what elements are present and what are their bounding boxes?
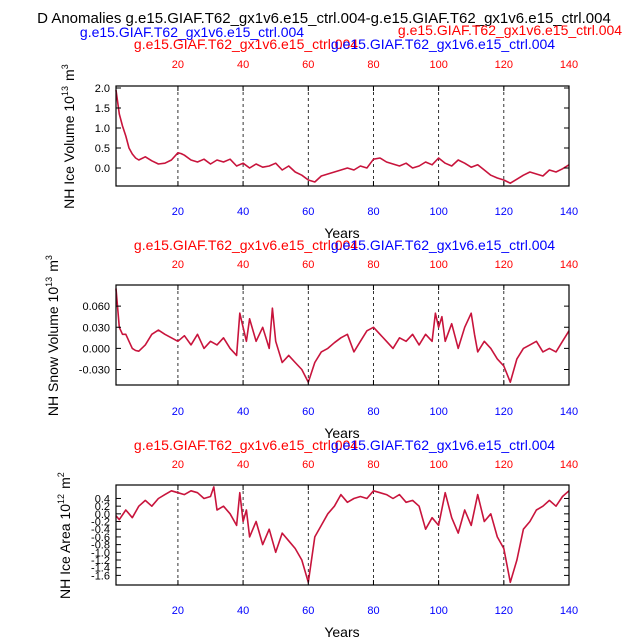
x-tick-label-bottom: 80 <box>367 206 379 218</box>
x-tick-label-top: 140 <box>560 459 578 471</box>
x-tick-label-top: 20 <box>172 459 184 471</box>
y-tick-label: 0.000 <box>82 343 110 355</box>
y-tick-label: 0.4 <box>95 493 110 505</box>
y-tick-label: -1.0 <box>91 547 110 559</box>
x-tick-label-top: 100 <box>429 259 447 271</box>
y-axis-label: NH Snow Volume 1013 m3 <box>44 254 61 416</box>
x-tick-label-bottom: 80 <box>367 406 379 418</box>
case-label-red: g.e15.GIAF.T62_gx1v6.e15_ctrl.004 <box>134 437 358 453</box>
x-tick-label-top: 60 <box>302 259 314 271</box>
x-tick-label-top: 80 <box>367 59 379 71</box>
x-tick-label-bottom: 20 <box>172 206 184 218</box>
case-label-red: g.e15.GIAF.T62_gx1v6.e15_ctrl.004 <box>398 22 622 38</box>
x-tick-label-bottom: 140 <box>560 406 578 418</box>
x-axis-label: Years <box>324 624 359 638</box>
y-tick-label: 1.0 <box>95 123 110 135</box>
case-label-red: g.e15.GIAF.T62_gx1v6.e15_ctrl.004 <box>134 36 358 52</box>
x-tick-label-bottom: 100 <box>429 206 447 218</box>
x-tick-label-top: 120 <box>495 59 513 71</box>
x-tick-label-bottom: 120 <box>495 206 513 218</box>
x-tick-label-bottom: 80 <box>367 605 379 617</box>
y-tick-label: 0.5 <box>95 143 110 155</box>
x-tick-label-top: 140 <box>560 59 578 71</box>
x-tick-label-top: 120 <box>495 459 513 471</box>
data-series-line <box>115 89 570 184</box>
x-tick-label-bottom: 20 <box>172 406 184 418</box>
x-tick-label-bottom: 20 <box>172 605 184 617</box>
x-tick-label-top: 100 <box>429 459 447 471</box>
y-tick-label: 0.060 <box>82 301 110 313</box>
y-tick-label: -1.4 <box>91 563 110 575</box>
y-tick-label: -1.6 <box>91 570 110 582</box>
x-tick-label-top: 60 <box>302 59 314 71</box>
x-tick-label-top: 60 <box>302 459 314 471</box>
case-label-blue: g.e15.GIAF.T62_gx1v6.e15_ctrl.004 <box>331 36 555 52</box>
y-tick-label: 2.0 <box>95 83 110 95</box>
case-label-blue: g.e15.GIAF.T62_gx1v6.e15_ctrl.004 <box>331 437 555 453</box>
panel-snow-volume: 0.060 0.030 0.000 -0.030 20 20 40 40 60 60 80 80 100… <box>44 237 578 418</box>
x-tick-label-bottom: 120 <box>495 605 513 617</box>
y-tick-label: -0.8 <box>91 540 110 552</box>
plot-frame <box>115 284 570 386</box>
plot-frame <box>115 484 570 586</box>
panel-ice-volume: 2.0 1.5 1.0 0.5 0.0 20 20 40 40 60 60 80 80 100 100 120… <box>60 22 622 218</box>
case-label-blue: g.e15.GIAF.T62_gx1v6.e15_ctrl.004 <box>331 237 555 253</box>
y-tick-label: 0.030 <box>82 322 110 334</box>
y-tick-label: -0.2 <box>91 517 110 529</box>
panel-ice-area: 0.40.20.0-0.2-0.4-0.6-0.8-1.0-1.2-1.4-1.… <box>56 437 578 617</box>
x-tick-label-top: 80 <box>367 259 379 271</box>
x-tick-label-top: 120 <box>495 259 513 271</box>
y-tick-label: 0.2 <box>95 501 110 513</box>
x-tick-label-top: 140 <box>560 259 578 271</box>
x-tick-label-bottom: 40 <box>237 605 249 617</box>
y-tick-label: 0.0 <box>95 509 110 521</box>
x-tick-label-bottom: 40 <box>237 206 249 218</box>
y-tick-label: -0.4 <box>91 524 110 536</box>
figure-title: D Anomalies g.e15.GIAF.T62_gx1v6.e15_ctr… <box>37 10 611 27</box>
y-tick-label: 1.5 <box>95 103 110 115</box>
y-tick-label: -0.030 <box>79 365 110 377</box>
y-axis-label: NH Ice Volume 1013 m3 <box>60 63 77 209</box>
x-tick-label-bottom: 60 <box>302 206 314 218</box>
case-label-red: g.e15.GIAF.T62_gx1v6.e15_ctrl.004 <box>134 237 358 253</box>
y-axis-label: NH Ice Area 1012 m2 <box>56 471 73 599</box>
y-tick-label: -1.2 <box>91 555 110 567</box>
x-tick-label-top: 20 <box>172 259 184 271</box>
x-tick-label-bottom: 100 <box>429 406 447 418</box>
x-tick-label-bottom: 140 <box>560 605 578 617</box>
x-tick-label-bottom: 120 <box>495 406 513 418</box>
plot-frame <box>115 85 570 187</box>
x-axis-label: Years <box>324 425 359 441</box>
x-tick-label-bottom: 40 <box>237 406 249 418</box>
x-axis-label: Years <box>324 225 359 241</box>
y-tick-label: -0.6 <box>91 532 110 544</box>
y-tick-label: 0.0 <box>95 163 110 175</box>
x-tick-label-top: 40 <box>237 259 249 271</box>
x-tick-label-bottom: 60 <box>302 605 314 617</box>
x-tick-label-bottom: 140 <box>560 206 578 218</box>
x-tick-label-top: 80 <box>367 459 379 471</box>
case-label-blue: g.e15.GIAF.T62_gx1v6.e15_ctrl.004 <box>80 24 304 40</box>
data-series-line <box>115 288 570 384</box>
x-tick-label-top: 40 <box>237 59 249 71</box>
x-tick-label-top: 20 <box>172 59 184 71</box>
x-tick-label-top: 100 <box>429 59 447 71</box>
x-tick-label-bottom: 60 <box>302 406 314 418</box>
x-tick-label-top: 40 <box>237 459 249 471</box>
data-series-line <box>115 486 570 584</box>
x-tick-label-bottom: 100 <box>429 605 447 617</box>
